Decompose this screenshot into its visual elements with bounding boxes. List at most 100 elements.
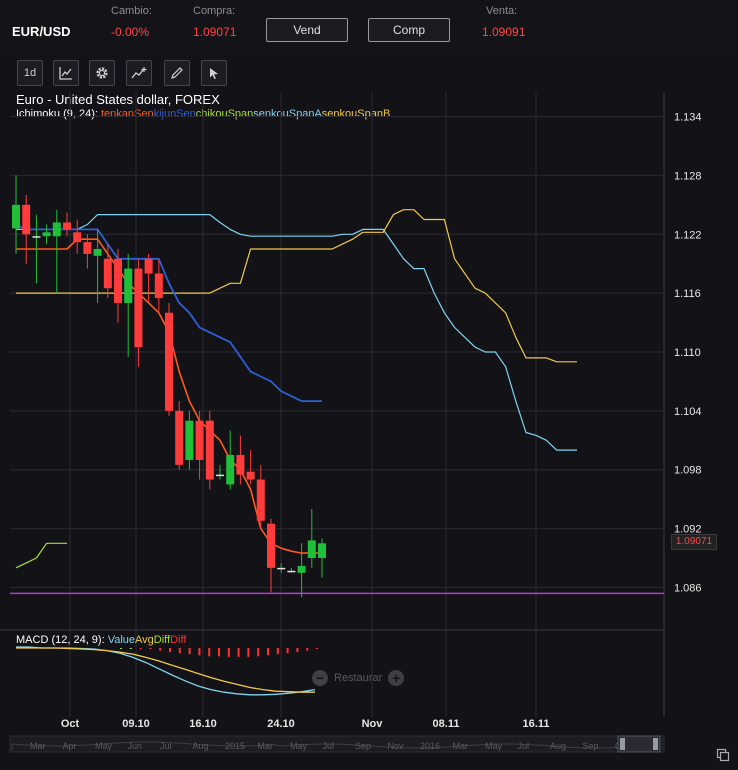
candle-body xyxy=(93,248,102,256)
buy-price-value: 1.09071 xyxy=(193,25,237,39)
price-tick-label: 1.104 xyxy=(674,406,702,418)
time-tick-label: Nov xyxy=(362,718,384,730)
time-axis: Oct 09.10 16.10 24.10 Nov 08.11 16.11 Mar Apr May… xyxy=(9,718,665,753)
macd-diff-bar xyxy=(306,648,309,651)
candle-body xyxy=(236,455,245,475)
navigator-label: 2015 xyxy=(225,741,245,751)
settings-gear-icon xyxy=(96,67,108,79)
symbol-label: EUR/USD xyxy=(12,24,71,39)
macd-diff-bar xyxy=(139,648,142,649)
price-tick-label: 1.122 xyxy=(674,229,702,241)
candle-body xyxy=(185,420,194,460)
macd-diff-bar xyxy=(227,648,230,657)
navigator-label: May xyxy=(95,741,113,751)
candle-body xyxy=(216,474,224,477)
candle-body xyxy=(277,567,286,570)
legend-macd-diff-positive[interactable]: Diff xyxy=(153,634,171,646)
navigator-label: Sep xyxy=(583,741,599,751)
current-price-label: 1.09071 xyxy=(671,534,717,550)
macd-diff-bar xyxy=(218,648,220,657)
macd-diff-bar xyxy=(257,648,260,657)
candle-body xyxy=(297,565,306,573)
add-indicator-icon xyxy=(131,67,147,79)
navigator-label: Apr xyxy=(63,741,77,751)
price-tick-label: 1.110 xyxy=(674,347,701,359)
chart-type-icon xyxy=(59,67,72,80)
macd-diff-bar xyxy=(316,648,318,650)
candle-body xyxy=(134,268,143,348)
navigator-label: Mar xyxy=(258,741,274,751)
price-tick-label: 1.128 xyxy=(674,170,702,182)
price-tick-label: 1.134 xyxy=(674,112,702,124)
candle-body xyxy=(307,540,316,559)
navigator-label: Sep xyxy=(355,741,371,751)
macd-diff-bar xyxy=(208,648,211,657)
draw-button[interactable] xyxy=(164,60,190,86)
price-tick-label: 1.116 xyxy=(674,288,701,300)
candle-body xyxy=(114,258,122,303)
candle-body xyxy=(12,204,20,229)
candle-body xyxy=(318,543,326,559)
candle-body xyxy=(63,222,71,230)
cursor-button[interactable] xyxy=(201,60,227,86)
chikou-span-line xyxy=(15,542,67,569)
macd-legend: MACD (12, 24, 9): ValueAvgDiffDiff xyxy=(16,634,186,646)
macd-avg-line xyxy=(16,647,315,693)
chart-type-button[interactable] xyxy=(53,60,79,86)
senkou-span-a-line xyxy=(16,214,577,451)
change-value: -0.00% xyxy=(111,25,150,39)
candle-body xyxy=(195,420,204,460)
macd-diff-bar xyxy=(198,648,201,656)
macd-diff-bar xyxy=(276,648,279,655)
legend-macd-value[interactable]: Value xyxy=(107,634,136,646)
sell-price-value: 1.09091 xyxy=(482,25,526,39)
time-tick-label: 16.10 xyxy=(189,718,217,730)
interval-button[interactable]: 1d xyxy=(17,60,43,86)
navigator-handle-right xyxy=(653,738,658,750)
navigator-label: Mar xyxy=(30,741,46,751)
fullscreen-button[interactable] xyxy=(712,744,734,766)
legend-macd-diff-negative[interactable]: Diff xyxy=(170,634,187,646)
macd-diff-bar xyxy=(188,648,191,655)
sell-button[interactable]: Vend xyxy=(266,18,348,42)
candle-body xyxy=(226,455,235,485)
macd-diff-bar xyxy=(296,648,299,653)
chart-title: Euro - United States dollar, FOREX xyxy=(16,92,220,107)
zoom-out-icon[interactable]: − xyxy=(312,670,328,686)
time-tick-label: 08.11 xyxy=(433,718,460,730)
fullscreen-icon xyxy=(716,748,730,762)
navigator-label: Jul xyxy=(160,741,172,751)
candle-body xyxy=(32,236,41,238)
navigator-label: Jul xyxy=(323,741,335,751)
macd-diff-bar xyxy=(129,648,132,649)
navigator-label: Aug xyxy=(550,741,566,751)
candle-body xyxy=(287,570,296,573)
navigator-label: Nov xyxy=(388,741,405,751)
price-chart[interactable]: 1.134 1.128 1.122 1.116 1.110 1.104 1.098 1.092… xyxy=(0,52,738,770)
buy-price-label: Compra: xyxy=(193,5,236,17)
candle-body xyxy=(103,258,112,289)
buy-button[interactable]: Comp xyxy=(368,18,450,42)
candle-body xyxy=(165,312,173,411)
macd-diff-bar xyxy=(120,648,122,649)
navigator-label: Jul xyxy=(518,741,530,751)
candle-body xyxy=(22,204,31,235)
settings-button[interactable] xyxy=(89,60,115,86)
candle-body xyxy=(256,479,265,521)
navigator-range xyxy=(617,735,661,753)
macd-diff-bar xyxy=(237,648,240,657)
price-axis: 1.134 1.128 1.122 1.116 1.110 1.104 1.098 1.092… xyxy=(674,112,702,595)
macd-diff-bar xyxy=(159,648,162,651)
add-indicator-button[interactable] xyxy=(126,60,152,86)
macd-diff-bar xyxy=(178,648,181,654)
zoom-in-icon[interactable]: + xyxy=(388,670,405,686)
candle-body xyxy=(246,471,255,480)
candles xyxy=(12,175,326,598)
reset-zoom-button[interactable]: Restaurar xyxy=(334,672,383,684)
macd-value-line xyxy=(16,646,316,696)
legend-macd-avg[interactable]: Avg xyxy=(135,634,154,646)
price-tick-label: 1.086 xyxy=(674,582,702,594)
chart-grid xyxy=(10,92,665,717)
navigator-label: May xyxy=(290,741,308,751)
candle-body xyxy=(52,222,61,237)
